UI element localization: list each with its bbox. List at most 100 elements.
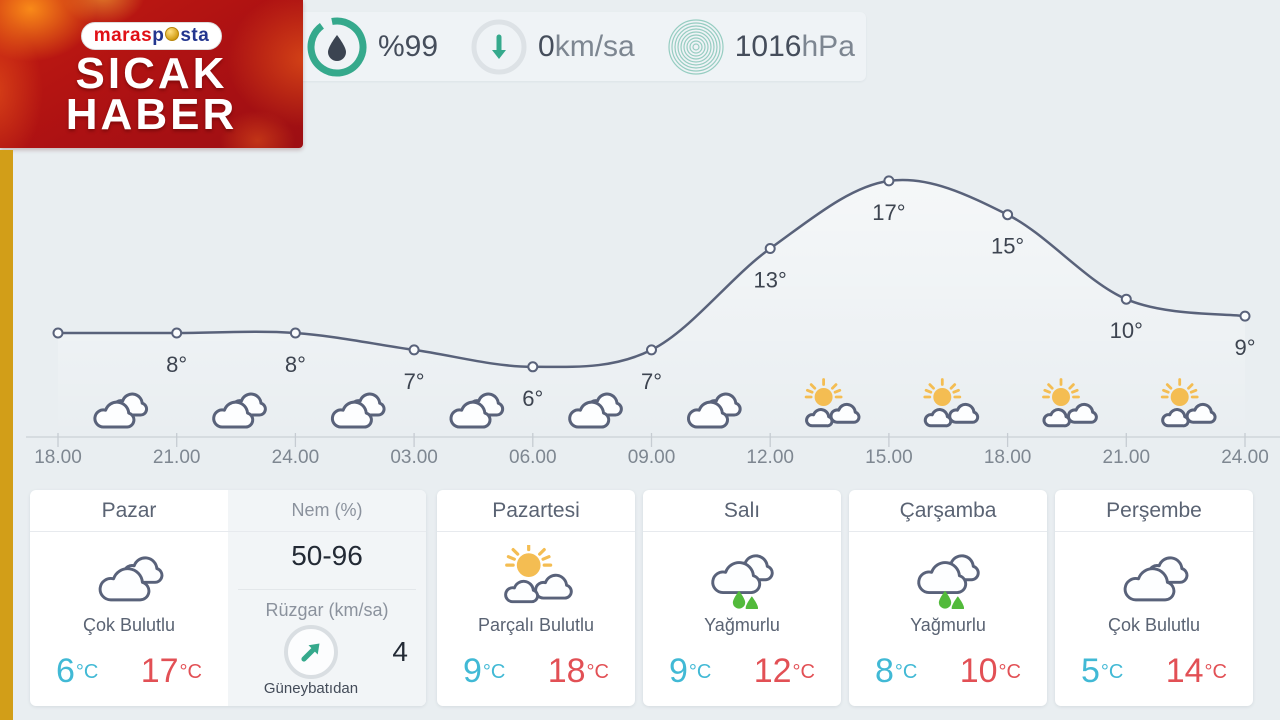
- forecast-card-carsamba[interactable]: Çarşamba Yağmurlu 8°C 10°C: [849, 490, 1047, 706]
- wind-speed-label: Rüzgar (km/sa): [265, 600, 389, 620]
- day-name: Pazartesi: [437, 490, 635, 532]
- temp-point: [289, 327, 301, 339]
- temp-point-label: 15°: [991, 234, 1024, 259]
- high-temp: 12°C: [753, 652, 815, 690]
- temp-area: [58, 179, 1245, 437]
- low-temp: 5°C: [1081, 652, 1124, 690]
- forecast-card-sali[interactable]: Salı Yağmurlu 9°C 12°C: [643, 490, 841, 706]
- temp-line: [58, 178, 1246, 369]
- pressure-rings-icon: [668, 18, 724, 75]
- pressure-value: 1016hPa: [734, 29, 855, 63]
- partly-cloudy-icon: [437, 545, 635, 609]
- partly-cloudy-icon: [923, 378, 980, 428]
- rainy-icon: [643, 545, 841, 609]
- today-stats-panel: Nem (%) 50-96 Rüzgar (km/sa) Güneybatıda…: [228, 490, 426, 706]
- temp-point-label: 9°: [1234, 335, 1255, 360]
- partly-cloudy-icon: [1042, 378, 1098, 428]
- forecast-card-persembe[interactable]: Perşembe Çok Bulutlu 5°C 14°C: [1055, 490, 1253, 706]
- temp-point-label: 7°: [641, 369, 662, 394]
- forecast-card-today[interactable]: Pazar Çok Bulutlu 6°C 17°C Nem (%) 50-96…: [30, 490, 426, 706]
- partly-cloudy-icon: [804, 378, 861, 428]
- logo-line2: HABER: [65, 89, 238, 139]
- cloudy-icon: [1055, 545, 1253, 609]
- x-tick-label: 09.00: [628, 447, 676, 468]
- x-tick-label: 06.00: [509, 447, 557, 468]
- humidity-range-label: Nem (%): [228, 490, 426, 532]
- x-tick-label: 24.00: [272, 447, 320, 468]
- temp-point: [1239, 310, 1251, 322]
- temp-point: [1120, 293, 1132, 305]
- rainy-icon: [849, 545, 1047, 609]
- day-name: Perşembe: [1055, 490, 1253, 532]
- forecast-card-pazar[interactable]: Pazar Çok Bulutlu 6°C 17°C: [30, 490, 228, 706]
- x-tick-label: 21.00: [153, 447, 201, 468]
- wind-speed-value: 4: [392, 636, 408, 667]
- coin-o-icon: [165, 27, 180, 41]
- partly-cloudy-icon: [1160, 378, 1217, 428]
- wind-stat: 0km/sa: [470, 18, 635, 76]
- low-temp: 6°C: [56, 652, 99, 690]
- forecast-card-pazartesi[interactable]: Pazartesi Parçalı Bulutlu 9°C 18°C: [437, 490, 635, 706]
- temp-point-label: 10°: [1110, 318, 1143, 343]
- low-temp: 8°C: [875, 652, 918, 690]
- day-name: Salı: [643, 490, 841, 532]
- hourly-chart-area: 18.00 21.00 24.00 03.00 06.00 09.00 12.00 15.00…: [0, 150, 1280, 472]
- temp-point: [883, 175, 895, 187]
- humidity-value: %99: [378, 29, 439, 63]
- condition-label: Çok Bulutlu: [82, 615, 176, 635]
- humidity-stat: %99: [306, 16, 438, 78]
- temp-point-label: 8°: [166, 352, 187, 377]
- temp-point-label: 13°: [754, 268, 787, 293]
- low-temp: 9°C: [463, 652, 506, 690]
- daily-forecast-row: Pazar Çok Bulutlu 6°C 17°C Nem (%) 50-96…: [0, 490, 1280, 706]
- wind-direction-label: Güneybatıdan: [263, 680, 359, 697]
- cloudy-icon: [212, 392, 267, 429]
- condition-label: Çok Bulutlu: [1107, 615, 1201, 635]
- temp-point: [1002, 209, 1014, 221]
- x-tick-label: 21.00: [1103, 447, 1151, 468]
- gold-side-strip: [0, 150, 13, 720]
- humidity-icon: [307, 17, 367, 76]
- logo-line1: SICAK: [75, 49, 228, 98]
- temp-point-label: 17°: [872, 200, 905, 225]
- cloudy-icon: [687, 392, 742, 429]
- temp-point-label: 6°: [522, 386, 543, 411]
- marasposta-brand: marasp sta: [80, 22, 223, 50]
- wind-value: 0km/sa: [538, 29, 635, 63]
- day-name: Çarşamba: [849, 490, 1047, 532]
- condition-label: Yağmurlu: [910, 615, 986, 635]
- hourly-temp-chart[interactable]: 18.00 21.00 24.00 03.00 06.00 09.00 12.00 15.00…: [0, 150, 1280, 472]
- humidity-range-value: 50-96: [291, 540, 363, 571]
- condition-label: Yağmurlu: [704, 615, 780, 635]
- temp-point: [408, 344, 420, 356]
- wind-direction-icon: [284, 625, 338, 679]
- temp-point: [52, 327, 64, 339]
- cloudy-icon: [449, 392, 505, 429]
- pressure-stat: 1016hPa: [667, 18, 855, 76]
- high-temp: 17°C: [140, 652, 202, 690]
- wind-arrow-icon: [471, 19, 527, 74]
- temp-point: [764, 243, 776, 254]
- cloudy-icon: [568, 392, 623, 429]
- x-tick-label: 18.00: [34, 447, 82, 468]
- temp-point-label: 8°: [285, 352, 306, 377]
- x-tick-label: 24.00: [1221, 447, 1269, 468]
- high-temp: 10°C: [959, 652, 1021, 690]
- x-tick-label: 15.00: [865, 447, 913, 468]
- x-tick-label: 18.00: [984, 447, 1032, 468]
- x-tick-label: 12.00: [746, 447, 794, 468]
- cloudy-icon: [93, 392, 149, 429]
- high-temp: 18°C: [547, 652, 609, 690]
- condition-label: Parçalı Bulutlu: [477, 615, 595, 635]
- temp-point: [171, 327, 183, 339]
- temp-point: [527, 361, 539, 373]
- temp-point-label: 7°: [404, 369, 425, 394]
- sicak-haber-logo[interactable]: marasp sta SICAK HABER: [0, 0, 303, 148]
- temp-point: [646, 344, 657, 356]
- day-name: Pazar: [30, 490, 228, 532]
- cloudy-icon: [330, 392, 386, 429]
- low-temp: 9°C: [669, 652, 712, 690]
- divider: [238, 589, 416, 590]
- high-temp: 14°C: [1165, 652, 1227, 690]
